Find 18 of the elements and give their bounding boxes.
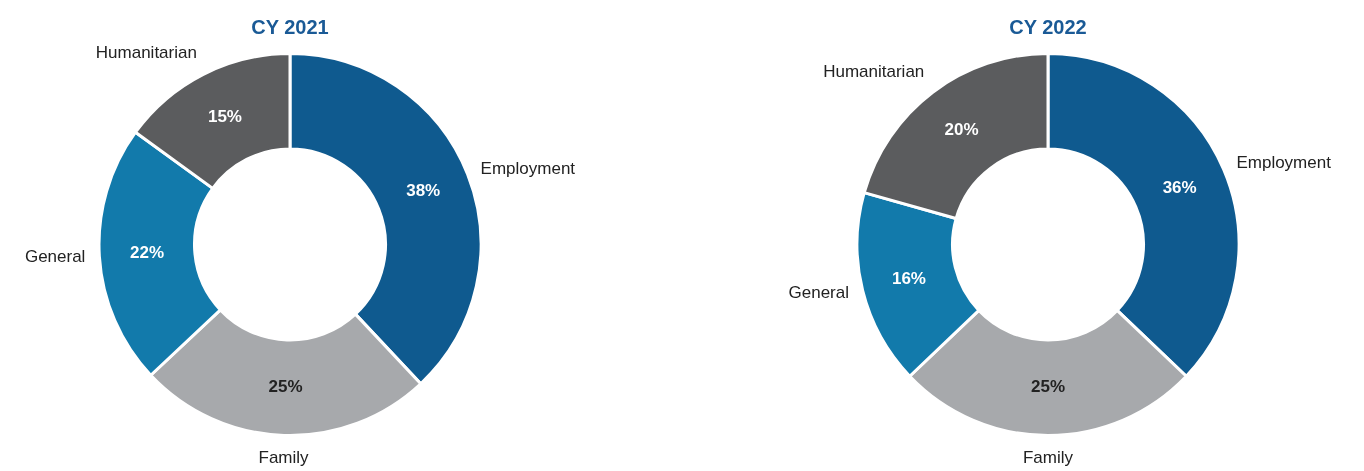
chart-title: CY 2022	[1009, 15, 1087, 38]
data-label: 38%	[406, 181, 441, 201]
data-label: 15%	[207, 106, 242, 126]
data-label: 25%	[1030, 377, 1066, 397]
slice-label: Family	[1022, 447, 1074, 467]
slice-label: General	[788, 283, 850, 303]
data-label: 22%	[130, 243, 165, 263]
chart-title: CY 2021	[251, 15, 329, 38]
slice-label: Employment	[1236, 153, 1332, 173]
slice-label: Employment	[480, 158, 576, 178]
slice-label: General	[24, 247, 86, 267]
slice-label: Humanitarian	[95, 43, 197, 63]
slice-label: Humanitarian	[823, 62, 925, 82]
data-label: 16%	[891, 268, 926, 288]
data-label: 20%	[944, 119, 979, 139]
slice-label: Family	[258, 447, 310, 467]
data-label: 36%	[1162, 177, 1197, 197]
data-label: 25%	[268, 377, 303, 397]
